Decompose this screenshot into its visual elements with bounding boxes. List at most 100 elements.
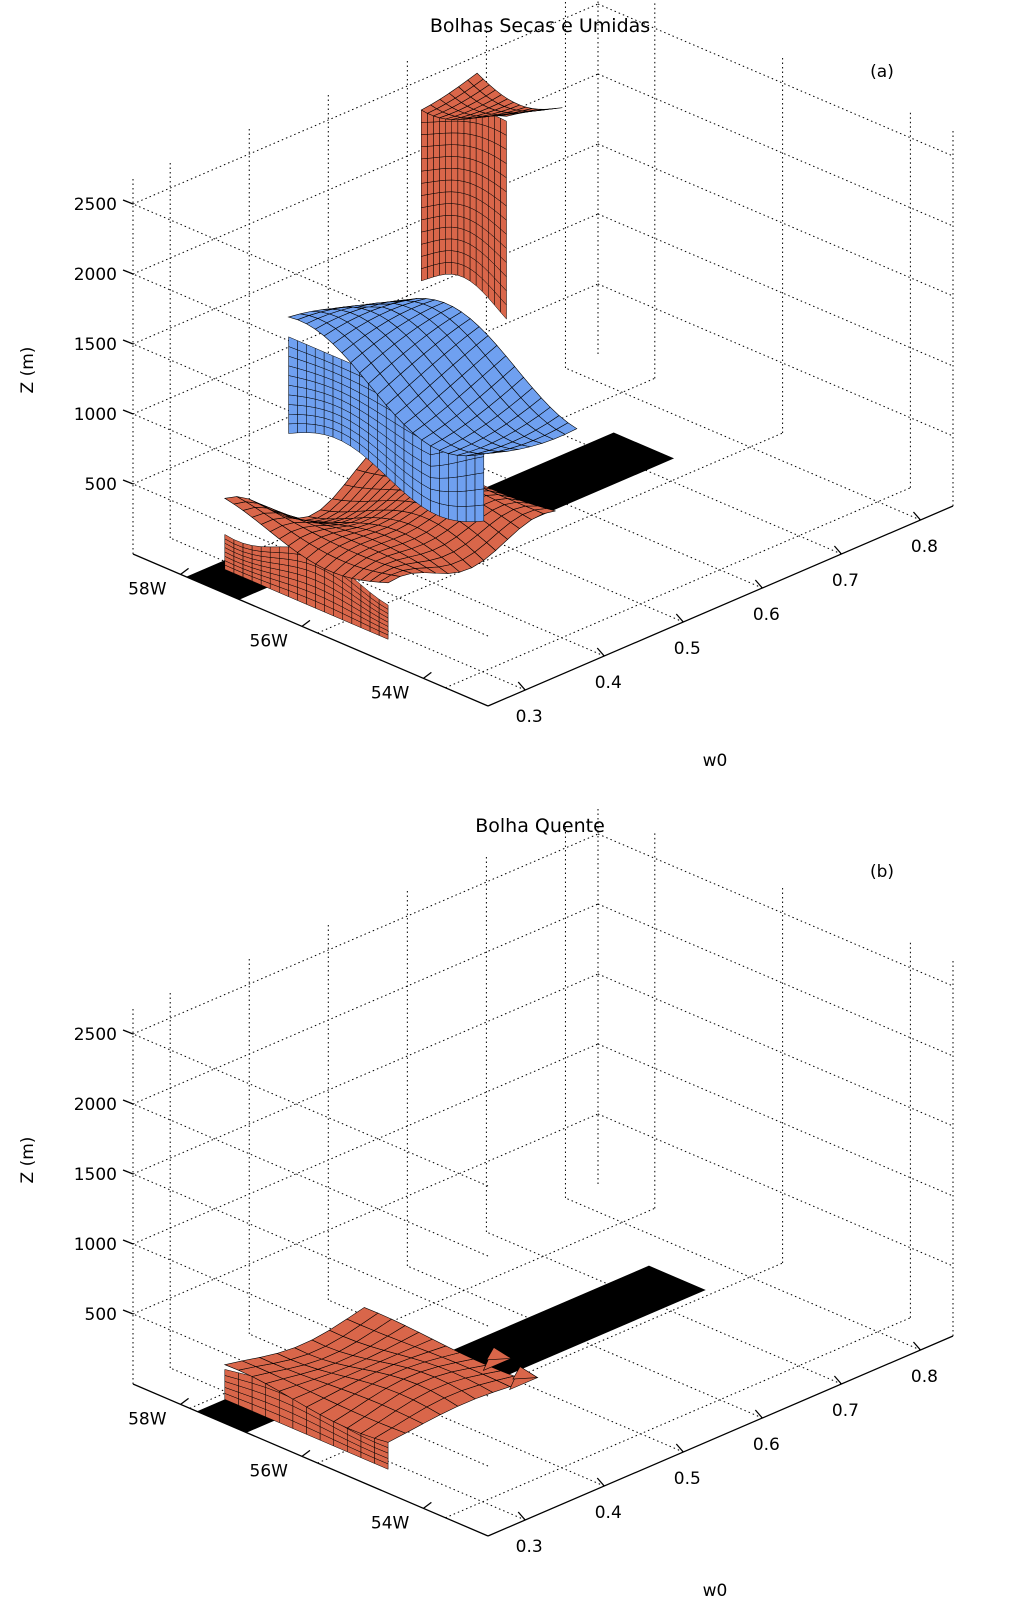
surface-cell [445,226,452,240]
grid-line [132,833,599,1035]
surface-cell [487,126,495,143]
z-tick [122,479,134,485]
w0-tick-label: 0.6 [753,605,780,625]
surface-cell [500,117,507,136]
surface-cell [427,157,434,171]
surface-cell [463,145,471,160]
surface-cell [457,227,465,242]
grid-line [597,213,954,367]
surface-cell [439,144,446,158]
surface-cell [288,404,298,415]
w0-tick-label: 0.8 [911,537,938,557]
surface-cell [451,238,459,252]
surface-cell [451,226,459,240]
w0-tick [912,1341,921,1351]
w0-tick-label: 0.7 [832,571,859,591]
warm-high-top [420,72,563,120]
surface-cell [439,121,446,134]
surface-cell [445,203,452,216]
grid-line [132,3,599,205]
surface-cell [451,215,459,229]
surface-cell [469,146,477,161]
surface-cell [297,423,307,434]
surface-cell [457,120,465,134]
surface-cell [475,147,483,164]
surface-cell [445,167,452,181]
surface-cell [475,135,483,151]
grid-line [132,483,489,637]
surface-cell [445,238,452,252]
surface-cell [445,144,452,157]
surface-cell [448,462,458,479]
surface-cell [427,217,434,232]
grid-b [132,806,954,1521]
grid-line [132,143,599,345]
surface-cell [427,133,434,147]
z-tick-label: 2000 [74,1095,117,1115]
surface-cell [445,179,452,193]
z-axis-label-a: Z (m) [18,347,38,394]
surface-cell [439,191,446,205]
surface-cell [456,490,467,507]
surface-cell [433,145,440,159]
surface-cell [421,254,428,269]
surface-cell [457,239,465,254]
surface-cell [433,156,440,170]
surface-cell [433,168,440,182]
surface-cell [475,122,483,138]
grid-line [597,1043,954,1197]
grid-line [328,469,684,623]
surface-cell [439,490,449,506]
surface-cell [421,170,428,184]
surface-cell [306,414,316,425]
surface-cell [445,132,452,146]
surface-cell [439,203,446,217]
z-tick-label: 1500 [74,1165,117,1185]
surface-cell [457,203,465,218]
grid-line [597,1113,954,1267]
surface-cell [306,423,316,434]
surface-cell [346,1307,379,1326]
grid-line [486,401,842,555]
grid-line [565,1197,921,1351]
surface-cell [465,457,476,476]
surface-cell [439,238,446,252]
surface-cell [469,158,477,174]
surface-cell [465,473,476,492]
surface-cell [457,144,465,158]
grid-line [249,503,605,657]
surface-cell [448,491,458,507]
warm-peak [486,1347,513,1361]
surface-cell [451,156,459,169]
w0-axis-line [487,505,954,707]
z-tick [122,199,134,205]
grid-line [445,1317,911,1519]
grid-line [189,1207,655,1409]
surface-cell [439,250,446,264]
w0-tick-label: 0.4 [595,673,622,693]
lon-tick-label: 58W [128,1409,167,1429]
surface-cell [451,191,459,205]
surface-cell [451,144,459,157]
surface-cell [260,546,271,553]
surface-cell [369,303,391,308]
axes-a: 500 1000 1500 2000 2500 0.3 0.4 0.5 0.6 0.7 0.8 58W… [74,195,954,727]
z-tick [122,1099,134,1105]
surface-cell [427,252,434,268]
surface-cell [421,206,428,221]
surface-cell [427,240,434,256]
surface-cell [433,215,440,230]
warm-high-front [421,109,507,320]
surface-cell [427,264,434,280]
surface-cell [463,133,471,147]
surface-cell [288,336,298,351]
surface-cell [224,1369,239,1380]
cold-top [287,298,578,457]
panel-label-b: (b) [870,862,894,882]
z-tick [122,1309,134,1315]
w0-tick [596,647,605,657]
w0-axis-label-a: w0 [703,751,728,771]
surface-cell [451,132,459,146]
w0-tick [675,1443,684,1453]
